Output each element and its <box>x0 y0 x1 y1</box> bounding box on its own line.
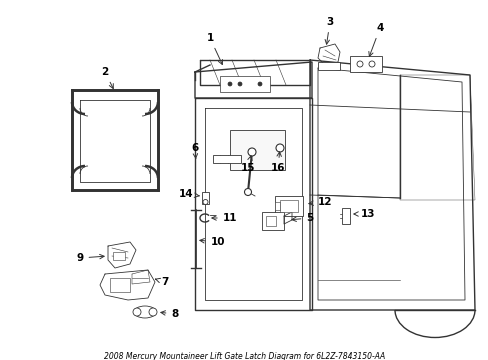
Circle shape <box>203 199 207 204</box>
Text: 4: 4 <box>368 23 383 57</box>
Bar <box>202 192 208 204</box>
Bar <box>274 196 303 216</box>
Circle shape <box>275 144 284 152</box>
Bar <box>113 252 125 260</box>
Bar <box>220 76 269 92</box>
Bar <box>341 208 349 224</box>
Text: 2008 Mercury Mountaineer Lift Gate Latch Diagram for 6L2Z-7843150-AA: 2008 Mercury Mountaineer Lift Gate Latch… <box>103 352 385 360</box>
Text: 8: 8 <box>161 309 178 319</box>
Text: 10: 10 <box>200 237 225 247</box>
Circle shape <box>149 308 157 316</box>
Circle shape <box>258 82 262 86</box>
Text: 5: 5 <box>291 213 313 223</box>
Text: 1: 1 <box>206 33 222 64</box>
Text: 11: 11 <box>211 213 237 223</box>
Text: 7: 7 <box>155 277 168 287</box>
Text: 14: 14 <box>178 189 199 199</box>
Text: 13: 13 <box>353 209 374 219</box>
Circle shape <box>356 61 362 67</box>
Circle shape <box>133 308 141 316</box>
Circle shape <box>244 189 251 195</box>
Circle shape <box>238 82 242 86</box>
Bar <box>280 200 297 212</box>
Text: 9: 9 <box>76 253 104 263</box>
Text: 3: 3 <box>325 17 333 44</box>
Bar <box>262 212 284 230</box>
Circle shape <box>247 148 256 156</box>
Text: 12: 12 <box>308 197 331 207</box>
Bar <box>213 155 241 163</box>
Text: 15: 15 <box>240 156 255 173</box>
Bar <box>274 202 280 210</box>
Bar <box>349 56 381 72</box>
Text: 2: 2 <box>101 67 113 89</box>
Circle shape <box>227 82 231 86</box>
Bar <box>265 216 275 226</box>
Text: 16: 16 <box>270 152 285 173</box>
Ellipse shape <box>134 306 156 318</box>
Bar <box>110 278 130 292</box>
Text: 6: 6 <box>191 143 198 159</box>
Bar <box>229 130 285 170</box>
Bar <box>317 62 339 70</box>
Circle shape <box>368 61 374 67</box>
